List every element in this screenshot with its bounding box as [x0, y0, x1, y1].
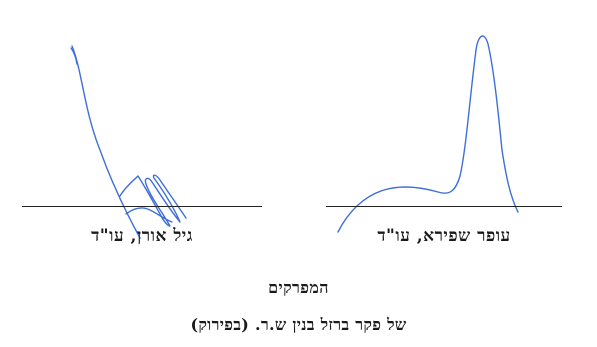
signature-line-right [326, 206, 562, 207]
handwritten-signature-left [70, 45, 187, 239]
signature-block-left: גיל אורן, עו"ד [22, 0, 262, 262]
signature-block-right: עופר שפירא, עו"ד [326, 0, 562, 262]
company-line: של פקר ברזל בנין ש.ר. (בפירוק) [190, 315, 407, 334]
signatory-name-left: גיל אורן, עו"ד [91, 226, 193, 246]
signatory-name-right: עופר שפירא, עו"ד [377, 226, 511, 246]
handwritten-signature-right [337, 35, 519, 233]
signature-line-left [22, 206, 262, 207]
role-heading: המפרקים [268, 278, 329, 297]
